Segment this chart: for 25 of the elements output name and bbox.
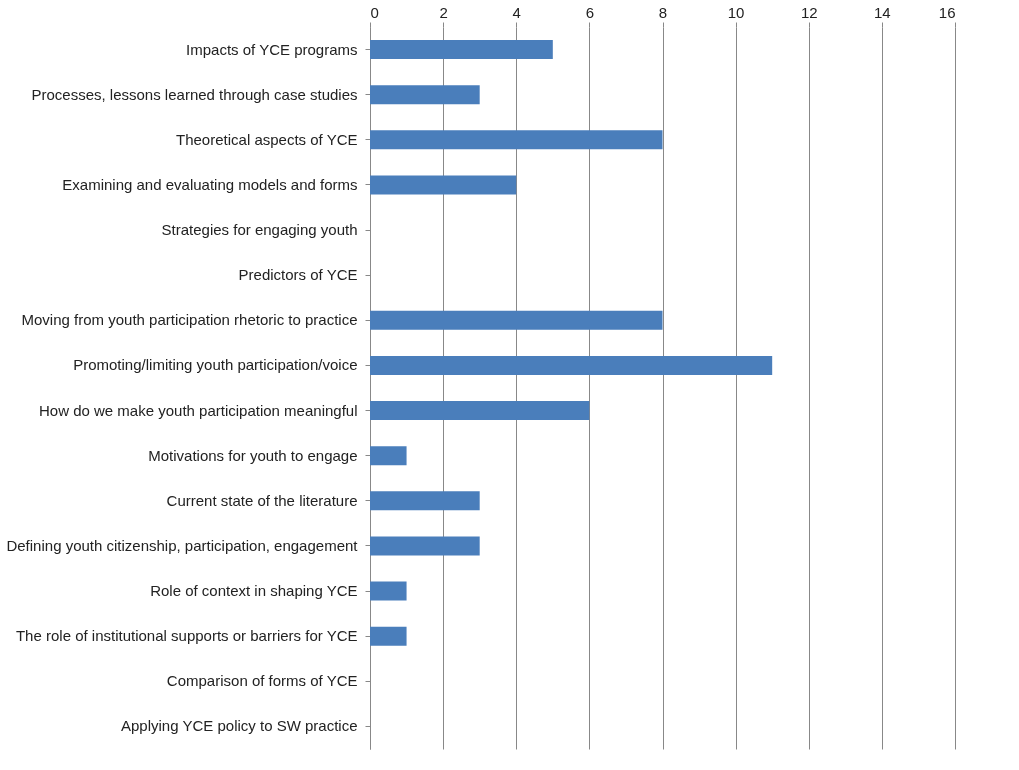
- y-tick-label: Current state of the literature: [166, 491, 358, 509]
- y-tick-label: Predictors of YCE: [238, 266, 358, 284]
- x-tick-label: 14: [874, 3, 891, 21]
- y-tick-label: Motivations for youth to engage: [148, 446, 358, 464]
- x-tick-label: 4: [512, 3, 521, 21]
- y-tick-label: How do we make youth participation meaningful: [38, 401, 358, 419]
- x-tick-label: 0: [370, 3, 379, 21]
- y-tick-label: Promoting/limiting youth participation/voice: [73, 356, 358, 374]
- y-tick-label: Impacts of YCE programs: [186, 40, 358, 58]
- y-tick-label: Strategies for engaging youth: [161, 221, 358, 239]
- x-tick-label: 10: [727, 3, 745, 21]
- y-tick-label: Comparison of forms of YCE: [166, 672, 358, 690]
- x-tick-label: 2: [439, 3, 448, 21]
- x-tick-label: 8: [658, 3, 668, 21]
- y-tick-label: The role of institutional supports or barriers for YCE: [15, 627, 358, 645]
- y-tick-label: Applying YCE policy to SW practice: [121, 717, 358, 735]
- y-tick-label: Examining and evaluating models and forms: [62, 175, 358, 193]
- y-tick-label: Role of context in shaping YCE: [150, 582, 358, 600]
- y-tick-label: Moving from youth participation rhetoric to practice: [21, 311, 358, 329]
- x-tick-label: 12: [800, 3, 818, 21]
- y-tick-label: Processes, lessons learned through case studies: [31, 85, 358, 103]
- x-tick-label: 16: [938, 3, 956, 21]
- x-tick-label: 6: [585, 3, 595, 21]
- y-tick-label: Defining youth citizenship, participation, engagement: [6, 536, 359, 554]
- y-tick-label: Theoretical aspects of YCE: [176, 130, 358, 148]
